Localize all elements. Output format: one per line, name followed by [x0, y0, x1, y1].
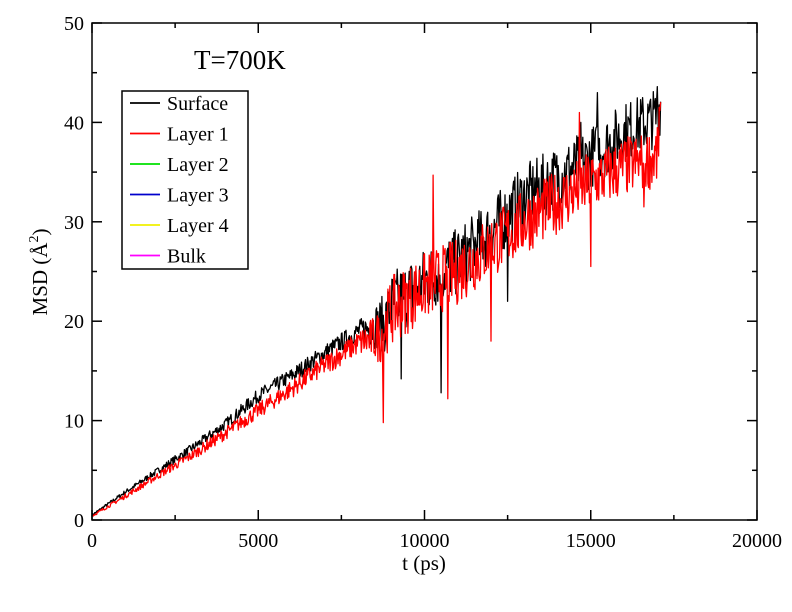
- legend-label-layer-2: Layer 2: [167, 154, 229, 176]
- y-tick-label: 0: [74, 510, 84, 532]
- y-axis-label-sup: 2: [27, 236, 42, 243]
- legend-label-layer-1: Layer 1: [167, 124, 229, 146]
- x-tick-label: 10000: [400, 530, 450, 552]
- x-tick-label: 0: [87, 530, 97, 552]
- x-tick-label: 15000: [566, 530, 616, 552]
- legend-label-surface: Surface: [167, 93, 228, 115]
- legend-label-bulk: Bulk: [167, 246, 206, 268]
- temperature-annotation: T=700K: [194, 45, 286, 75]
- y-axis-label-unit: Å: [28, 242, 52, 258]
- y-tick-label: 50: [64, 13, 84, 35]
- series-layer: [91, 85, 662, 517]
- x-tick-label: 5000: [238, 530, 278, 552]
- series-line-layer-1: [91, 102, 662, 517]
- y-tick-label: 20: [64, 311, 84, 333]
- legend-box: [121, 90, 249, 270]
- legend: Surface Layer 1 Layer 2 Layer 3 Layer 4 Bulk: [121, 90, 249, 270]
- legend-label-layer-4: Layer 4: [167, 215, 229, 237]
- x-tick-label: 20000: [732, 530, 782, 552]
- y-tick-label: 40: [64, 112, 84, 134]
- y-axis-label-post: ): [28, 229, 52, 236]
- y-tick-label: 10: [64, 411, 84, 433]
- x-axis-label: t (ps): [402, 551, 446, 575]
- y-axis-label-pre: MSD (: [28, 258, 52, 316]
- y-axis-label: MSD (Å2): [27, 229, 52, 316]
- series-line-surface: [91, 85, 662, 517]
- legend-label-layer-3: Layer 3: [167, 185, 229, 207]
- legend-entries: Surface Layer 1 Layer 2 Layer 3 Layer 4 Bulk: [130, 93, 229, 268]
- y-tick-label: 30: [64, 212, 84, 234]
- ticks-layer: 0 5000 10000 15000 20000 0 10 20 30 40 50: [64, 13, 782, 552]
